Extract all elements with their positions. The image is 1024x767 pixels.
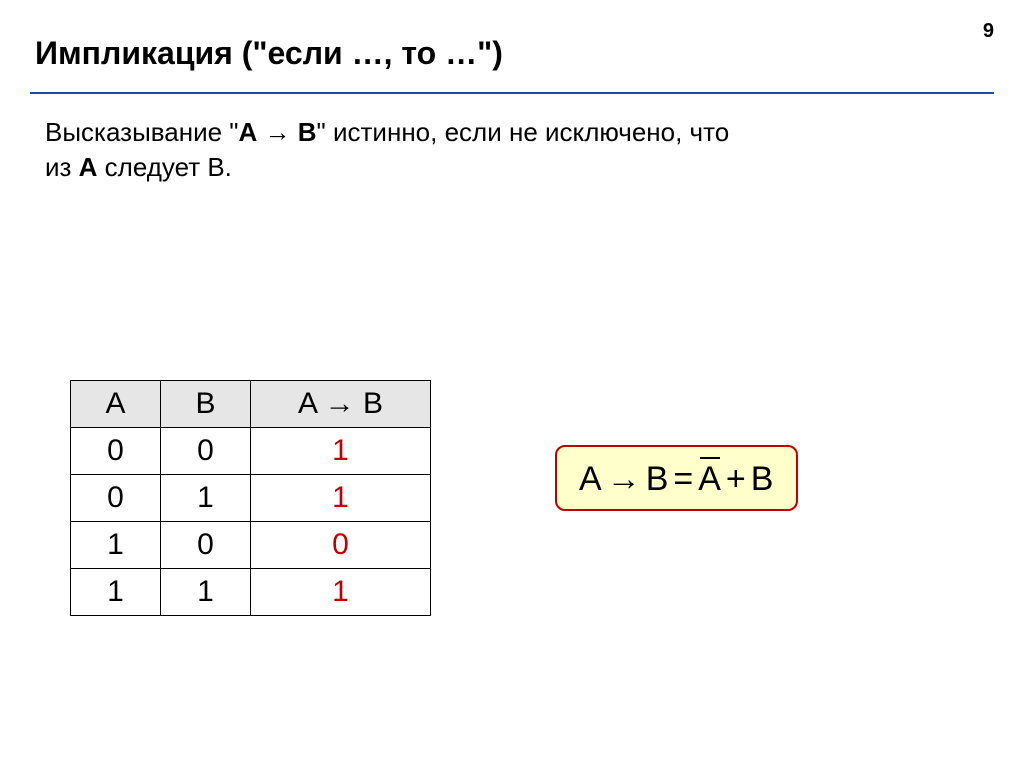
page-title: Импликация ("если …, то …") — [35, 35, 503, 72]
table-row: 1 0 0 — [71, 522, 431, 569]
statement-a2: A — [79, 152, 98, 182]
table-row: 1 1 1 — [71, 569, 431, 616]
header-b: B — [161, 381, 251, 428]
cell-b: 1 — [161, 475, 251, 522]
cell-result: 1 — [251, 428, 431, 475]
formula-b2: B — [751, 460, 775, 499]
cell-b: 0 — [161, 522, 251, 569]
statement-arrow: → — [257, 117, 297, 147]
page-number: 9 — [983, 20, 994, 43]
cell-b: 0 — [161, 428, 251, 475]
header-ab-a: A — [298, 387, 316, 420]
title-divider — [30, 92, 994, 94]
formula-b: B — [646, 460, 670, 499]
statement-a: A — [239, 117, 258, 147]
header-a: A — [71, 381, 161, 428]
table-row: 0 1 1 — [71, 475, 431, 522]
table-header-row: A B A → B — [71, 381, 431, 428]
statement-text: Высказывание "A → B" истинно, если не ис… — [45, 115, 745, 185]
header-ab-arrow: → — [316, 387, 363, 420]
formula-content: A→B=A+B — [579, 457, 774, 499]
formula-not-a: A — [698, 457, 722, 499]
cell-a: 0 — [71, 428, 161, 475]
formula-arrow: → — [607, 460, 642, 499]
header-ab-b: B — [363, 387, 383, 420]
formula-a: A — [579, 460, 603, 499]
cell-b: 1 — [161, 569, 251, 616]
cell-result: 0 — [251, 522, 431, 569]
cell-a: 1 — [71, 569, 161, 616]
header-ab: A → B — [251, 381, 431, 428]
cell-result: 1 — [251, 475, 431, 522]
table-row: 0 0 1 — [71, 428, 431, 475]
formula-box: A→B=A+B — [555, 445, 798, 511]
cell-a: 1 — [71, 522, 161, 569]
cell-a: 0 — [71, 475, 161, 522]
truth-table: A B A → B 0 0 1 0 1 1 1 0 0 1 1 1 — [70, 380, 431, 616]
formula-plus: + — [726, 460, 747, 499]
statement-b: B — [298, 117, 317, 147]
statement-part: следует B. — [97, 152, 231, 182]
cell-result: 1 — [251, 569, 431, 616]
statement-part: Высказывание " — [45, 117, 239, 147]
formula-eq: = — [673, 460, 694, 499]
